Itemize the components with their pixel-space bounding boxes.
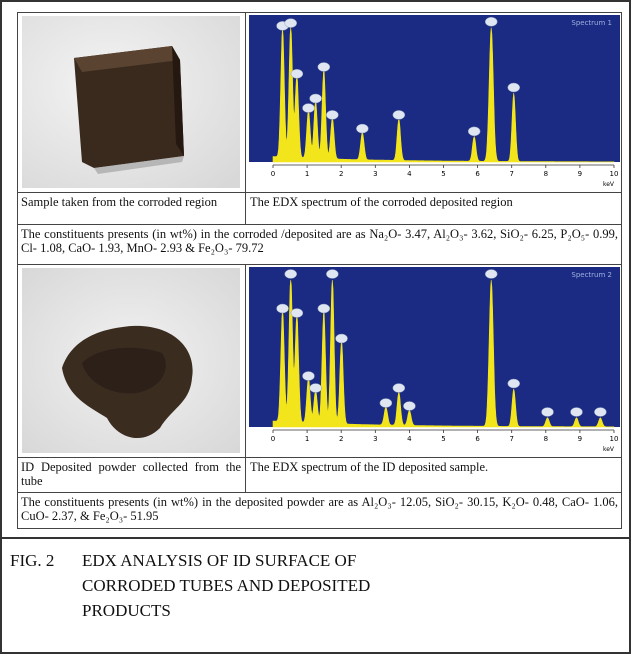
axis-tick-label: 9: [578, 170, 582, 178]
peak-marker: [285, 270, 297, 279]
column-rule: [245, 12, 246, 224]
peak-marker: [508, 379, 520, 388]
row-rule: [17, 457, 622, 458]
axis-unit: keV: [603, 446, 615, 453]
sample-caption: ID Deposited powder collected from the t…: [21, 460, 241, 488]
row-rule: [17, 224, 622, 225]
sample-caption: Sample taken from the corroded region: [21, 195, 241, 209]
axis-tick-label: 6: [475, 170, 480, 178]
axis-tick-label: 8: [544, 435, 548, 443]
peak-marker: [508, 83, 520, 92]
axis-tick-label: 0: [271, 170, 275, 178]
peak-marker: [310, 94, 322, 103]
peak-marker: [291, 309, 303, 318]
edx-spectrum: Spectrum 2 0 1 2 3 4 5 6 7 8 9 10 keV: [249, 267, 620, 455]
spectrum-caption: The EDX spectrum of the ID deposited sam…: [250, 460, 618, 474]
constituents: The constituents presents (in wt%) in th…: [21, 227, 618, 255]
edx-spectrum: Spectrum 1 0 1 2 3 4 5 6 7 8 9 10 keV: [249, 15, 620, 190]
peak-marker: [336, 334, 348, 343]
axis-tick-label: 5: [441, 435, 445, 443]
peak-marker: [393, 384, 405, 393]
peak-marker: [485, 17, 497, 26]
axis-tick-label: 10: [610, 435, 619, 443]
axis-tick-label: 3: [373, 435, 377, 443]
spectrum-background: [249, 267, 620, 427]
peak-marker: [318, 62, 330, 71]
peak-marker: [326, 110, 338, 119]
spectrum-background: [249, 15, 620, 162]
row-rule: [17, 492, 622, 493]
peak-marker: [542, 408, 554, 417]
peak-marker: [380, 399, 392, 408]
axis-tick-label: 3: [373, 170, 377, 178]
axis-tick-label: 5: [441, 170, 445, 178]
peak-marker: [403, 402, 415, 411]
spectrum-label: Spectrum 1: [571, 19, 612, 27]
row-rule: [17, 192, 622, 193]
axis-tick-label: 8: [544, 170, 548, 178]
peak-marker: [485, 270, 497, 279]
peak-marker: [285, 19, 297, 28]
figure-page: Spectrum 1 0 1 2 3 4 5 6 7 8 9 10 keV Spectrum 2 0 1 2 3…: [0, 0, 631, 654]
spectrum-label: Spectrum 2: [571, 271, 612, 279]
axis-tick-label: 4: [407, 435, 412, 443]
axis-tick-label: 2: [339, 435, 343, 443]
caption-rule: [2, 537, 631, 539]
figure-caption: EDX ANALYSIS OF ID SURFACE OF CORRODED T…: [82, 548, 402, 623]
axis-tick-label: 10: [610, 170, 619, 178]
peak-marker: [302, 104, 314, 113]
peak-marker: [356, 124, 368, 133]
axis-tick-label: 2: [339, 170, 343, 178]
sample-photo: [22, 16, 240, 188]
peak-marker: [302, 372, 314, 381]
peak-marker: [326, 270, 338, 279]
spectrum-caption: The EDX spectrum of the corroded deposit…: [250, 195, 618, 209]
peak-marker: [468, 127, 480, 136]
peak-marker: [594, 408, 606, 417]
figure-label: FIG. 2: [10, 548, 54, 573]
peak-marker: [570, 408, 582, 417]
peak-marker: [393, 110, 405, 119]
constituents: The constituents presents (in wt%) in th…: [21, 495, 618, 523]
axis-tick-label: 6: [475, 435, 480, 443]
axis-tick-label: 1: [305, 170, 309, 178]
axis-tick-label: 4: [407, 170, 412, 178]
peak-marker: [310, 384, 322, 393]
axis-tick-label: 7: [509, 170, 513, 178]
peak-marker: [318, 304, 330, 313]
axis-unit: keV: [603, 181, 615, 188]
axis-tick-label: 1: [305, 435, 309, 443]
sample-photo: [22, 268, 240, 453]
column-rule: [245, 264, 246, 492]
peak-marker: [277, 304, 289, 313]
axis-tick-label: 7: [509, 435, 513, 443]
axis-tick-label: 9: [578, 435, 582, 443]
axis-tick-label: 0: [271, 435, 275, 443]
row-rule: [17, 264, 622, 265]
peak-marker: [291, 69, 303, 78]
